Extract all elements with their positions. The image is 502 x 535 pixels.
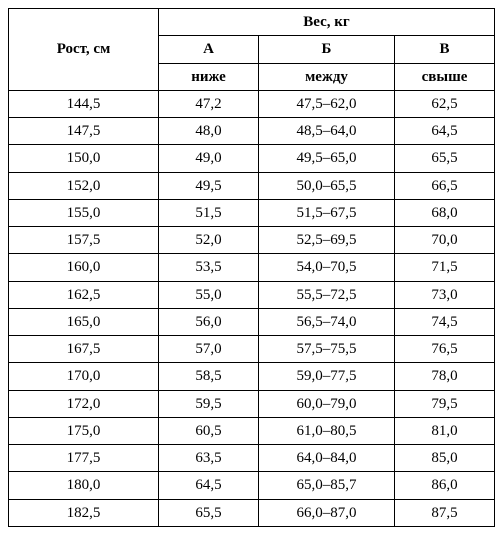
cell-a: 58,5 xyxy=(159,363,259,390)
cell-height: 147,5 xyxy=(9,118,159,145)
cell-c: 62,5 xyxy=(395,90,495,117)
cell-b: 66,0–87,0 xyxy=(259,499,395,526)
cell-a: 56,0 xyxy=(159,308,259,335)
cell-height: 155,0 xyxy=(9,199,159,226)
table-row: 144,547,247,5–62,062,5 xyxy=(9,90,495,117)
cell-b: 54,0–70,5 xyxy=(259,254,395,281)
header-col-c: В xyxy=(395,36,495,63)
cell-a: 64,5 xyxy=(159,472,259,499)
cell-c: 71,5 xyxy=(395,254,495,281)
table-row: 167,557,057,5–75,576,5 xyxy=(9,336,495,363)
header-height: Рост, см xyxy=(9,9,159,91)
table-row: 177,563,564,0–84,085,0 xyxy=(9,445,495,472)
cell-c: 76,5 xyxy=(395,336,495,363)
cell-c: 64,5 xyxy=(395,118,495,145)
cell-a: 52,0 xyxy=(159,227,259,254)
cell-height: 152,0 xyxy=(9,172,159,199)
cell-a: 60,5 xyxy=(159,417,259,444)
cell-height: 150,0 xyxy=(9,145,159,172)
table-row: 147,548,048,5–64,064,5 xyxy=(9,118,495,145)
cell-c: 85,0 xyxy=(395,445,495,472)
header-col-a: А xyxy=(159,36,259,63)
cell-b: 61,0–80,5 xyxy=(259,417,395,444)
cell-b: 60,0–79,0 xyxy=(259,390,395,417)
cell-a: 57,0 xyxy=(159,336,259,363)
cell-a: 63,5 xyxy=(159,445,259,472)
cell-height: 157,5 xyxy=(9,227,159,254)
table-row: 162,555,055,5–72,573,0 xyxy=(9,281,495,308)
cell-height: 182,5 xyxy=(9,499,159,526)
cell-b: 59,0–77,5 xyxy=(259,363,395,390)
cell-b: 64,0–84,0 xyxy=(259,445,395,472)
cell-c: 78,0 xyxy=(395,363,495,390)
cell-c: 87,5 xyxy=(395,499,495,526)
table-row: 152,049,550,0–65,566,5 xyxy=(9,172,495,199)
cell-height: 162,5 xyxy=(9,281,159,308)
cell-a: 53,5 xyxy=(159,254,259,281)
table-row: 150,049,049,5–65,065,5 xyxy=(9,145,495,172)
header-sub-c: свыше xyxy=(395,63,495,90)
table-row: 175,060,561,0–80,581,0 xyxy=(9,417,495,444)
cell-c: 70,0 xyxy=(395,227,495,254)
cell-b: 49,5–65,0 xyxy=(259,145,395,172)
table-row: 180,064,565,0–85,786,0 xyxy=(9,472,495,499)
cell-a: 47,2 xyxy=(159,90,259,117)
cell-height: 170,0 xyxy=(9,363,159,390)
cell-height: 177,5 xyxy=(9,445,159,472)
cell-a: 49,0 xyxy=(159,145,259,172)
cell-b: 56,5–74,0 xyxy=(259,308,395,335)
cell-a: 49,5 xyxy=(159,172,259,199)
cell-b: 55,5–72,5 xyxy=(259,281,395,308)
header-sub-a: ниже xyxy=(159,63,259,90)
header-weight: Вес, кг xyxy=(159,9,495,36)
table-row: 182,565,566,0–87,087,5 xyxy=(9,499,495,526)
cell-c: 73,0 xyxy=(395,281,495,308)
header-sub-b: между xyxy=(259,63,395,90)
cell-c: 68,0 xyxy=(395,199,495,226)
table-row: 165,056,056,5–74,074,5 xyxy=(9,308,495,335)
header-row-1: Рост, см Вес, кг xyxy=(9,9,495,36)
cell-height: 144,5 xyxy=(9,90,159,117)
cell-b: 65,0–85,7 xyxy=(259,472,395,499)
cell-c: 86,0 xyxy=(395,472,495,499)
cell-height: 172,0 xyxy=(9,390,159,417)
cell-c: 74,5 xyxy=(395,308,495,335)
cell-c: 66,5 xyxy=(395,172,495,199)
cell-height: 180,0 xyxy=(9,472,159,499)
cell-b: 51,5–67,5 xyxy=(259,199,395,226)
cell-b: 50,0–65,5 xyxy=(259,172,395,199)
table-row: 170,058,559,0–77,578,0 xyxy=(9,363,495,390)
cell-a: 65,5 xyxy=(159,499,259,526)
cell-c: 81,0 xyxy=(395,417,495,444)
table-row: 172,059,560,0–79,079,5 xyxy=(9,390,495,417)
table-row: 155,051,551,5–67,568,0 xyxy=(9,199,495,226)
cell-a: 51,5 xyxy=(159,199,259,226)
cell-height: 160,0 xyxy=(9,254,159,281)
header-col-b: Б xyxy=(259,36,395,63)
cell-height: 175,0 xyxy=(9,417,159,444)
cell-c: 65,5 xyxy=(395,145,495,172)
table-row: 157,552,052,5–69,570,0 xyxy=(9,227,495,254)
table-row: 160,053,554,0–70,571,5 xyxy=(9,254,495,281)
height-weight-table: Рост, см Вес, кг А Б В ниже между свыше … xyxy=(8,8,495,527)
cell-b: 57,5–75,5 xyxy=(259,336,395,363)
cell-height: 165,0 xyxy=(9,308,159,335)
cell-a: 55,0 xyxy=(159,281,259,308)
cell-c: 79,5 xyxy=(395,390,495,417)
cell-b: 47,5–62,0 xyxy=(259,90,395,117)
cell-b: 48,5–64,0 xyxy=(259,118,395,145)
cell-a: 48,0 xyxy=(159,118,259,145)
cell-height: 167,5 xyxy=(9,336,159,363)
cell-a: 59,5 xyxy=(159,390,259,417)
cell-b: 52,5–69,5 xyxy=(259,227,395,254)
